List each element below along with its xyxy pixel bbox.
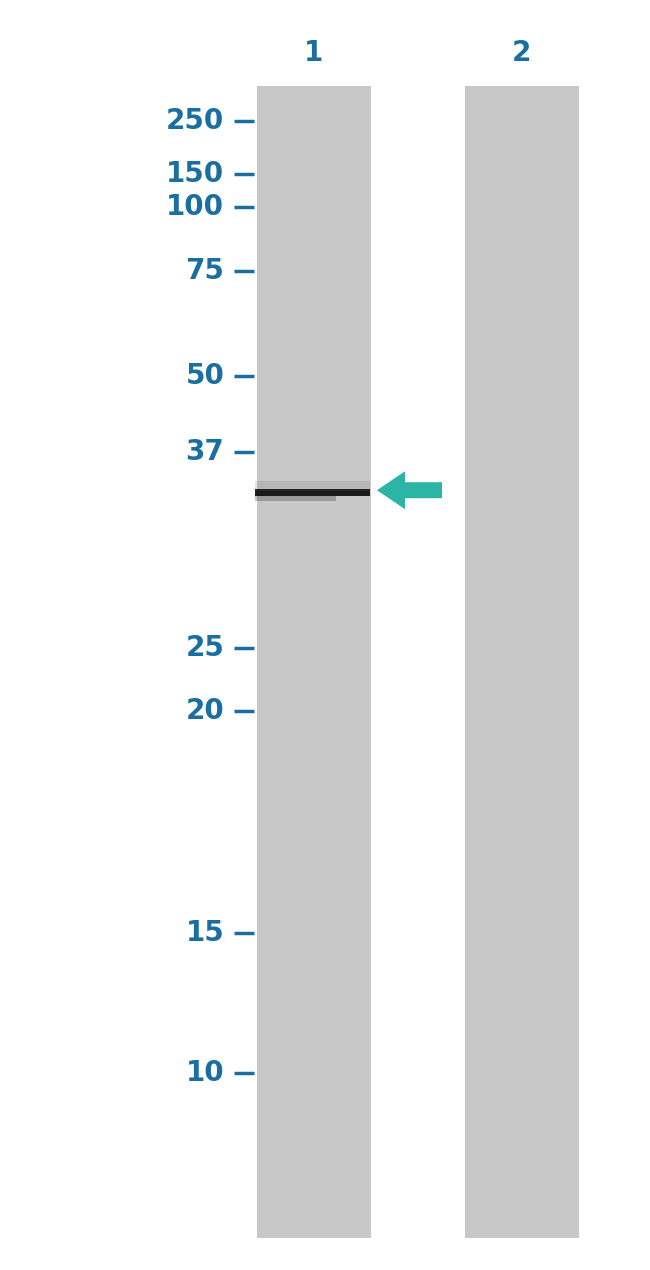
Bar xyxy=(255,489,370,497)
Bar xyxy=(255,481,370,491)
Text: 15: 15 xyxy=(185,919,224,947)
Text: 2: 2 xyxy=(512,39,531,67)
Bar xyxy=(465,86,578,1238)
Bar xyxy=(257,86,370,1238)
Text: 20: 20 xyxy=(185,697,224,725)
Text: 250: 250 xyxy=(166,107,224,135)
Text: 100: 100 xyxy=(166,193,224,221)
Text: 50: 50 xyxy=(185,362,224,390)
Text: 1: 1 xyxy=(304,39,324,67)
FancyArrow shape xyxy=(377,471,442,509)
Text: 75: 75 xyxy=(185,257,224,284)
Text: 10: 10 xyxy=(186,1059,224,1087)
Text: 25: 25 xyxy=(185,634,224,662)
Text: 37: 37 xyxy=(185,438,224,466)
Text: 150: 150 xyxy=(166,160,224,188)
Bar xyxy=(255,497,336,502)
